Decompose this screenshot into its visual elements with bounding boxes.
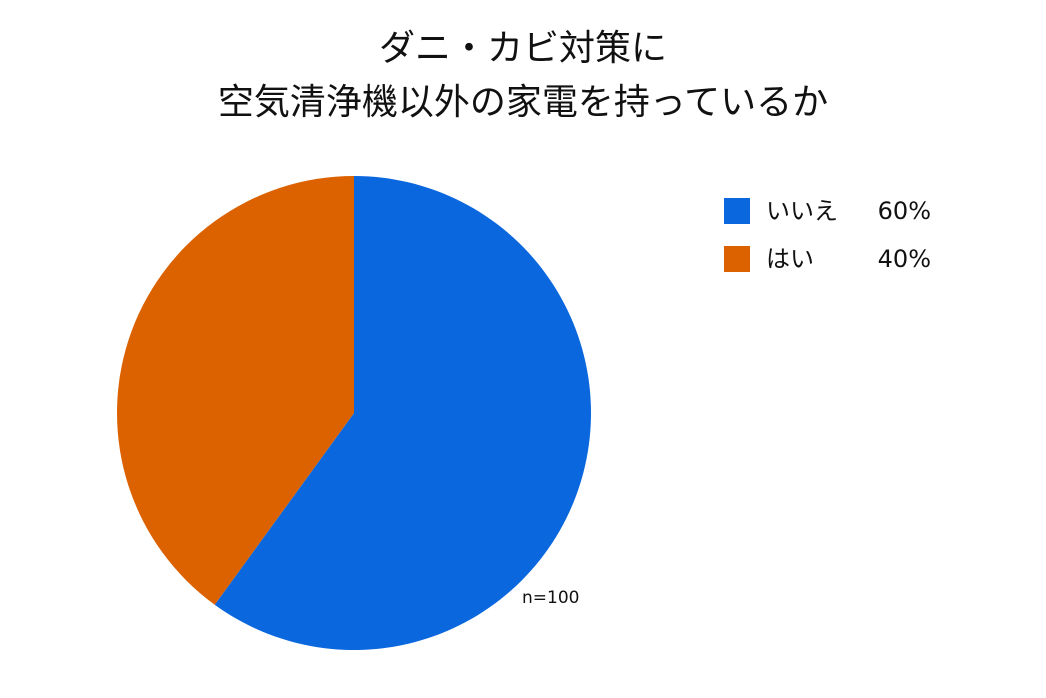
annotation: n=100 <box>522 588 579 608</box>
pie-slice <box>214 176 592 650</box>
legend-value: 40% <box>878 245 931 273</box>
chart-title: 空気清浄機以外の家電を持っているか <box>218 82 828 123</box>
legend-swatch <box>724 246 750 272</box>
legend-label: いいえ <box>766 197 838 225</box>
legend-swatch <box>724 198 750 224</box>
pie-slice <box>117 176 355 605</box>
legend-value: 60% <box>878 197 931 225</box>
legend-label: はい <box>766 245 814 273</box>
chart-title: ダニ・カビ対策に <box>379 28 667 69</box>
